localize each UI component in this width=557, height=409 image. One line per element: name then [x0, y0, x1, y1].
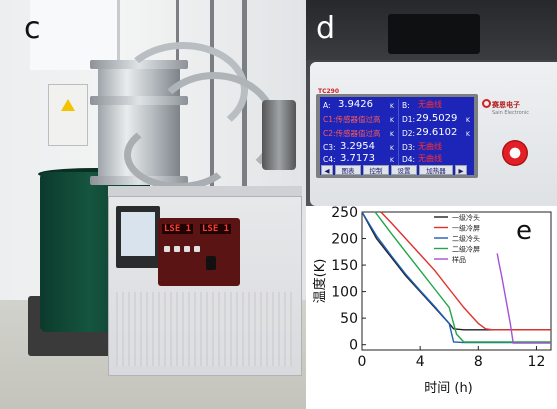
- x-tick-label: 4: [416, 354, 425, 370]
- x-tick-label: 12: [528, 354, 546, 370]
- background-monitor: [388, 14, 480, 54]
- series-line: [496, 253, 551, 344]
- cooldown-chart-panel: 0 50 100 150 200 250 0 4 8 12 时间 (h) 温度(K) 一级冷头 一级冷屏二…: [306, 206, 557, 409]
- controller-cabinet-top: [108, 186, 302, 198]
- y-tick-label: 200: [331, 232, 358, 248]
- warning-sign-icon: [61, 99, 75, 111]
- brand-subtitle: Sain Electronic: [492, 110, 530, 116]
- frame-post: [176, 0, 179, 70]
- softkey-heater[interactable]: 加热器: [419, 165, 453, 175]
- segment-display-2: LSE 1: [200, 224, 232, 234]
- channel-value: 29.6102: [416, 127, 458, 138]
- y-tick-label: 50: [340, 311, 358, 327]
- segment-display-1: LSE 1: [162, 224, 194, 234]
- panel-label-e: e: [516, 216, 532, 246]
- y-tick-label: 100: [331, 285, 358, 301]
- bottom-flange: [90, 176, 188, 185]
- softkey-next[interactable]: ▶: [455, 165, 467, 175]
- power-button-icon[interactable]: [502, 140, 528, 166]
- channel-value: 29.5029: [416, 113, 458, 124]
- channel-label: C4:: [323, 155, 336, 164]
- screen-column-divider: [398, 99, 399, 173]
- channel-label: C3:: [323, 143, 336, 152]
- series-line: [380, 211, 551, 331]
- temperature-readout-panel: LSE 1 LSE 1: [158, 218, 240, 286]
- channel-unit: K: [390, 157, 394, 164]
- control-button: [184, 246, 190, 252]
- control-button: [194, 246, 200, 252]
- legend-label: 二级冷屏: [452, 245, 480, 254]
- power-switch: [206, 256, 216, 270]
- softkey-settings[interactable]: 设置: [391, 165, 417, 175]
- legend-label: 一级冷头: [452, 213, 480, 222]
- softkey-prev[interactable]: ◀: [321, 165, 333, 175]
- vacuum-pump: [262, 100, 296, 170]
- photo-temperature-monitor: TC290 A: 3.9426 K B: 无曲线 C1:传感器值过高 K D1:…: [306, 0, 557, 206]
- y-tick-label: 0: [349, 338, 358, 354]
- channel-value: 3.7173: [340, 153, 375, 164]
- legend-label: 一级冷屏: [452, 224, 480, 233]
- lcd-screen: A: 3.9426 K B: 无曲线 C1:传感器值过高 K D1: 29.50…: [320, 97, 474, 175]
- channel-value: 3.2954: [340, 141, 375, 152]
- panel-label-d: d: [316, 11, 336, 46]
- series-line: [374, 211, 551, 343]
- channel-unit: K: [390, 131, 394, 138]
- channel-label: A:: [323, 101, 331, 110]
- control-button: [174, 246, 180, 252]
- channel-label: D1:: [402, 115, 416, 124]
- channel-value: 3.9426: [338, 99, 373, 110]
- channel-label: C1:传感器值过高: [323, 115, 381, 124]
- channel-value: 无曲线: [418, 154, 442, 163]
- y-axis-label: 温度(K): [312, 259, 328, 304]
- device-model-label: TC290: [318, 88, 340, 95]
- channel-unit: K: [466, 131, 470, 138]
- channel-value: 无曲线: [418, 142, 442, 151]
- touchscreen: [121, 212, 155, 256]
- control-button: [164, 246, 170, 252]
- helium-hose: [124, 120, 234, 190]
- channel-label: C2:传感器值过高: [323, 129, 381, 138]
- y-tick-label: 150: [331, 258, 358, 274]
- legend-label: 样品: [452, 255, 466, 264]
- legend-label: 二级冷头: [452, 234, 480, 243]
- softkey-chart[interactable]: 图表: [335, 165, 361, 175]
- photo-cryostat-system: LSE 1 LSE 1 c: [0, 0, 306, 409]
- channel-unit: K: [390, 103, 394, 110]
- electrical-box: [48, 84, 88, 146]
- softkey-control[interactable]: 控制: [363, 165, 389, 175]
- y-tick-label: 250: [331, 206, 358, 221]
- panel-label-c: c: [24, 11, 41, 46]
- x-axis-label: 时间 (h): [424, 381, 473, 396]
- channel-label: D4:: [402, 155, 416, 164]
- channel-unit: K: [390, 145, 394, 152]
- lab-window: [30, 0, 120, 70]
- x-tick-label: 0: [358, 354, 367, 370]
- channel-value: 无曲线: [418, 100, 442, 109]
- ventilation-grille: [116, 292, 292, 366]
- channel-label: B:: [402, 101, 410, 110]
- channel-label: D3:: [402, 143, 416, 152]
- channel-unit: K: [466, 117, 470, 124]
- x-tick-label: 8: [474, 354, 483, 370]
- channel-label: D2:: [402, 129, 416, 138]
- plot-frame: [361, 211, 552, 351]
- channel-unit: K: [390, 117, 394, 124]
- brand-logo-icon: [482, 99, 491, 108]
- brand-name: 赛恩电子: [492, 101, 520, 109]
